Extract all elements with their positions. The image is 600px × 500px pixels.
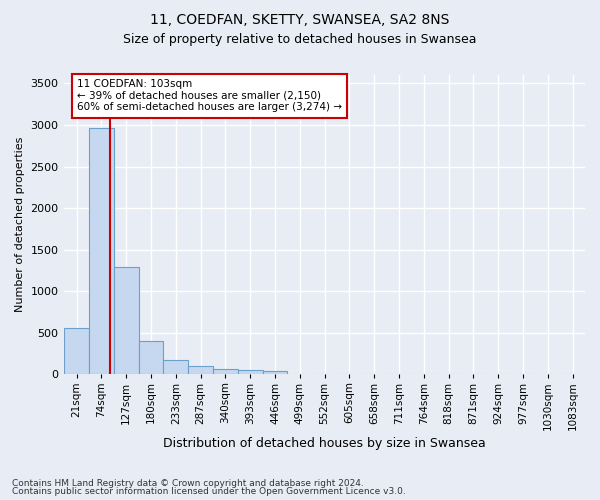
Text: Size of property relative to detached houses in Swansea: Size of property relative to detached ho…: [123, 32, 477, 46]
Bar: [89, 128, 114, 374]
Bar: [213, 369, 238, 374]
Bar: [64, 328, 89, 374]
Bar: [263, 371, 287, 374]
X-axis label: Distribution of detached houses by size in Swansea: Distribution of detached houses by size …: [163, 437, 486, 450]
Bar: [163, 360, 188, 374]
Bar: [139, 341, 163, 374]
Bar: [188, 366, 213, 374]
Text: Contains public sector information licensed under the Open Government Licence v3: Contains public sector information licen…: [12, 487, 406, 496]
Text: Contains HM Land Registry data © Crown copyright and database right 2024.: Contains HM Land Registry data © Crown c…: [12, 478, 364, 488]
Bar: [114, 267, 139, 374]
Text: 11, COEDFAN, SKETTY, SWANSEA, SA2 8NS: 11, COEDFAN, SKETTY, SWANSEA, SA2 8NS: [151, 12, 449, 26]
Text: 11 COEDFAN: 103sqm
← 39% of detached houses are smaller (2,150)
60% of semi-deta: 11 COEDFAN: 103sqm ← 39% of detached hou…: [77, 79, 342, 112]
Y-axis label: Number of detached properties: Number of detached properties: [15, 137, 25, 312]
Bar: [238, 370, 263, 374]
